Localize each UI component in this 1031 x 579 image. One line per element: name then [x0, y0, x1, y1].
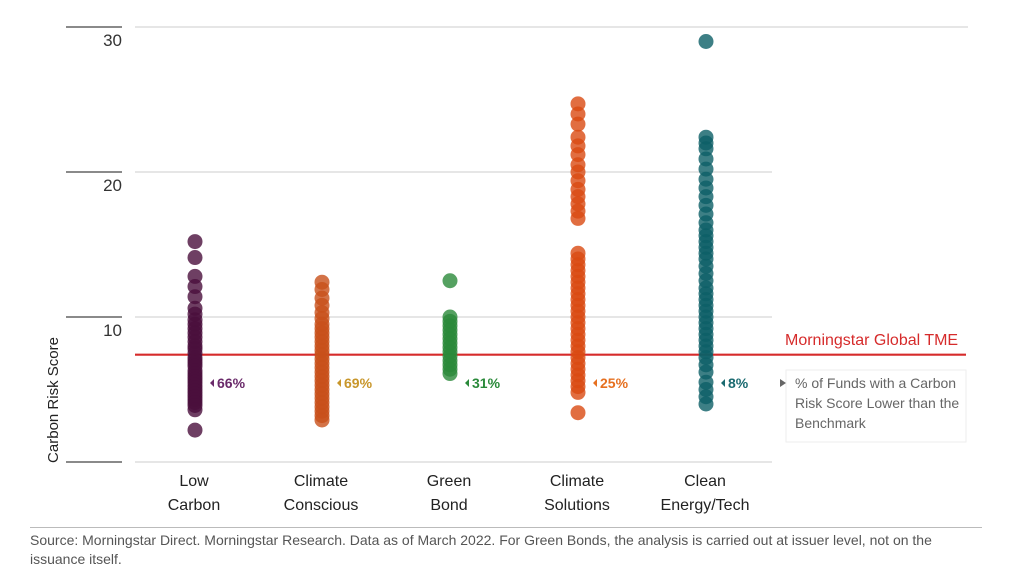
grid [135, 26, 968, 463]
chart: 10 20 30 66% 69% 31% 25% 8% Low Carbon Climate Co… [45, 26, 968, 514]
y-tick-label: 20 [103, 176, 122, 195]
percent-badge-bg [463, 371, 505, 395]
percent-badge-bg [719, 371, 761, 395]
category-label: Green Bond [427, 473, 471, 514]
percent-label: 66% [217, 375, 246, 391]
data-point [570, 384, 586, 400]
category-label: Climate Solutions [544, 473, 610, 514]
percent-label: 69% [344, 375, 373, 391]
data-point [570, 405, 586, 421]
percent-badge: 69% [335, 371, 377, 395]
data-point [442, 366, 458, 382]
percent-badge: 31% [463, 371, 505, 395]
percent-label: 8% [728, 375, 749, 391]
percent-badge: 66% [208, 371, 250, 395]
data-point [570, 116, 586, 132]
data-point [187, 250, 203, 266]
y-axis: 10 20 30 [66, 26, 122, 463]
category-label: Low Carbon [168, 473, 220, 514]
data-point [187, 234, 203, 250]
percent-label: 31% [472, 375, 501, 391]
benchmark-label: Morningstar Global TME [785, 332, 958, 349]
data-point [698, 34, 714, 49]
data-point [698, 396, 714, 412]
percent-badge-bg [591, 371, 633, 395]
data-point [187, 422, 203, 438]
data-point [187, 402, 203, 418]
percent-label: 25% [600, 375, 629, 391]
percent-pointer [337, 379, 341, 387]
percent-badge: 25% [591, 371, 633, 395]
percent-pointer [721, 379, 725, 387]
percent-labels: 66% 69% 31% 25% 8% [208, 371, 761, 395]
x-axis: Low Carbon Climate Conscious Green Bond Climat… [168, 473, 750, 514]
footer-divider [30, 527, 982, 528]
annotation-text: % of Funds with a Carbon Risk Score Lower… [795, 375, 959, 431]
percent-pointer [593, 379, 597, 387]
annotation-box: % of Funds with a Carbon Risk Score Lower… [780, 369, 967, 443]
percent-pointer [210, 379, 214, 387]
data-point [570, 210, 586, 226]
y-axis-label: Carbon Risk Score [45, 337, 62, 463]
percent-badge-bg [208, 371, 250, 395]
percent-badge: 8% [719, 371, 761, 395]
data-point [442, 273, 458, 289]
source-note: Source: Morningstar Direct. Morningstar … [30, 532, 932, 567]
y-tick-label: 10 [103, 321, 122, 340]
category-label: Climate Conscious [284, 473, 359, 514]
annotation-pointer [780, 379, 786, 387]
y-tick-label: 30 [103, 31, 122, 50]
data-point [187, 289, 203, 305]
percent-pointer [465, 379, 469, 387]
data-points [187, 34, 714, 438]
percent-badge-bg [335, 371, 377, 395]
data-point [314, 412, 330, 428]
category-label: Clean Energy/Tech [661, 473, 750, 514]
